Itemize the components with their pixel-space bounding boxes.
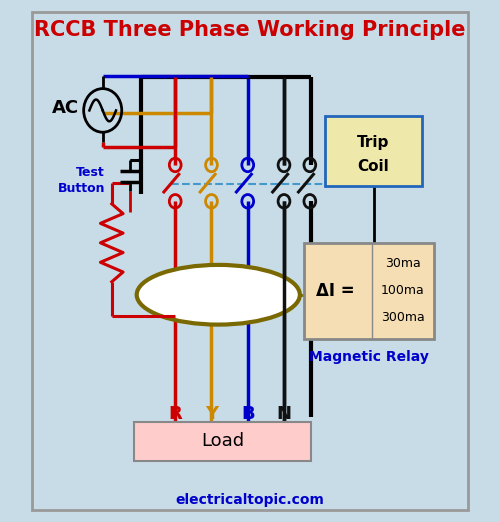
Text: Button: Button xyxy=(58,182,105,195)
Text: Coil: Coil xyxy=(358,159,390,174)
Text: Trip: Trip xyxy=(358,135,390,150)
Text: Y: Y xyxy=(205,405,218,423)
Text: Magnetic Relay: Magnetic Relay xyxy=(309,350,429,364)
FancyBboxPatch shape xyxy=(32,12,468,510)
Text: 300ma: 300ma xyxy=(380,311,424,324)
Text: Test: Test xyxy=(76,166,105,179)
Text: 100ma: 100ma xyxy=(380,284,424,298)
Ellipse shape xyxy=(136,265,300,325)
FancyBboxPatch shape xyxy=(325,115,422,186)
Text: B: B xyxy=(241,405,254,423)
Text: N: N xyxy=(276,405,291,423)
Text: R: R xyxy=(168,405,182,423)
Text: AC: AC xyxy=(52,99,79,117)
FancyBboxPatch shape xyxy=(134,422,311,461)
Text: 30ma: 30ma xyxy=(384,257,420,270)
Text: electricaltopic.com: electricaltopic.com xyxy=(176,493,324,507)
FancyBboxPatch shape xyxy=(304,243,434,339)
Text: RCCB Three Phase Working Principle: RCCB Three Phase Working Principle xyxy=(34,20,466,40)
Text: Load: Load xyxy=(201,432,244,450)
Text: ΔI =: ΔI = xyxy=(316,282,354,300)
